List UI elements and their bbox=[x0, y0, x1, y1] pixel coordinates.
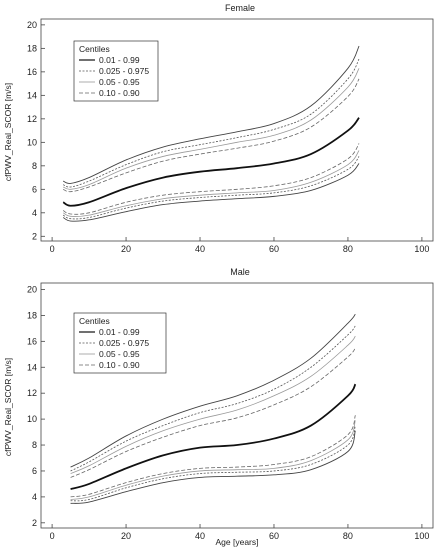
y-tick-label: 18 bbox=[27, 43, 37, 53]
legend-entry-label: 0.01 - 0.99 bbox=[99, 327, 140, 337]
y-axis-label: cfPWV_Real_SCOR [m/s] bbox=[3, 358, 13, 456]
centile-line-p05 bbox=[70, 420, 356, 500]
plot-frame bbox=[40, 282, 434, 529]
x-tick-label: 100 bbox=[414, 244, 429, 254]
centile-line-p05 bbox=[62, 150, 360, 217]
centile-lines bbox=[62, 45, 360, 222]
centile-line-median bbox=[70, 383, 357, 490]
legend-entry-label: 0.05 - 0.95 bbox=[99, 349, 140, 359]
x-tick-label: 0 bbox=[50, 244, 55, 254]
legend-box bbox=[73, 312, 167, 374]
centile-line-p975 bbox=[63, 58, 360, 188]
y-axis-ticks: 2 4 6 8 10 12 14 16 18 20 bbox=[27, 20, 45, 241]
y-tick-label: 8 bbox=[32, 161, 37, 171]
centile-line-p01 bbox=[62, 163, 360, 222]
centile-line-p99 bbox=[70, 313, 356, 468]
y-tick-label: 2 bbox=[32, 231, 37, 241]
y-tick-label: 20 bbox=[27, 20, 37, 30]
x-tick-label: 80 bbox=[343, 531, 353, 541]
y-tick-label: 16 bbox=[27, 336, 37, 346]
legend-title: Centiles bbox=[79, 316, 110, 326]
legend-entry-label: 0.05 - 0.95 bbox=[99, 77, 140, 87]
x-tick-label: 40 bbox=[195, 244, 205, 254]
centile-line-p90 bbox=[63, 78, 360, 193]
centile-line-p99 bbox=[62, 45, 360, 184]
x-tick-label: 0 bbox=[50, 531, 55, 541]
centile-line-median bbox=[62, 117, 360, 207]
centile-lines bbox=[70, 313, 357, 504]
x-axis-ticks: 0 20 40 60 80 100 bbox=[50, 524, 429, 541]
y-tick-label: 12 bbox=[27, 114, 37, 124]
y-tick-label: 10 bbox=[27, 137, 37, 147]
centile-line-p95 bbox=[70, 335, 356, 474]
y-tick-label: 2 bbox=[32, 518, 37, 528]
x-axis-label: Age [years] bbox=[216, 537, 259, 547]
legend-entry-label: 0.01 - 0.99 bbox=[99, 55, 140, 65]
legend-entry-label: 0.10 - 0.90 bbox=[99, 360, 140, 370]
y-tick-label: 4 bbox=[32, 208, 37, 218]
male-chart-panel: Male 2 4 6 8 10 12 14 16 18 20 0 20 40 60 80 100 cfPWV… bbox=[3, 267, 434, 547]
chart-title: Female bbox=[225, 3, 255, 13]
centile-line-p025 bbox=[70, 425, 356, 502]
x-axis-ticks: 0 20 40 60 80 100 bbox=[50, 237, 429, 254]
y-tick-label: 10 bbox=[27, 414, 37, 424]
plot-frame bbox=[40, 18, 434, 242]
x-tick-label: 20 bbox=[121, 531, 131, 541]
y-tick-label: 14 bbox=[27, 90, 37, 100]
centile-line-p025 bbox=[62, 156, 360, 220]
centile-line-p975 bbox=[70, 325, 356, 472]
chart-title: Male bbox=[230, 267, 250, 277]
y-axis-ticks: 2 4 6 8 10 12 14 16 18 20 bbox=[27, 284, 45, 528]
y-tick-label: 6 bbox=[32, 466, 37, 476]
y-axis-label: cfPWV_Real_SCOR [m/s] bbox=[3, 83, 13, 181]
y-tick-label: 14 bbox=[27, 362, 37, 372]
x-tick-label: 60 bbox=[269, 531, 279, 541]
legend-title: Centiles bbox=[79, 44, 110, 54]
y-tick-label: 4 bbox=[32, 492, 37, 502]
legend-entry-label: 0.025 - 0.975 bbox=[99, 66, 149, 76]
female-chart-panel: Female 2 4 6 8 10 12 14 16 18 20 0 20 40 60 80 100 cfP… bbox=[3, 3, 434, 254]
y-tick-label: 20 bbox=[27, 284, 37, 294]
centile-line-p95 bbox=[63, 68, 360, 190]
x-tick-label: 20 bbox=[121, 244, 131, 254]
y-tick-label: 6 bbox=[32, 184, 37, 194]
centile-line-p10 bbox=[70, 415, 356, 498]
centile-line-p10 bbox=[62, 143, 360, 215]
centile-line-p01 bbox=[70, 430, 356, 504]
x-tick-label: 80 bbox=[343, 244, 353, 254]
x-tick-label: 40 bbox=[195, 531, 205, 541]
legend-entry-label: 0.025 - 0.975 bbox=[99, 338, 149, 348]
x-tick-label: 60 bbox=[269, 244, 279, 254]
y-tick-label: 18 bbox=[27, 310, 37, 320]
y-tick-label: 8 bbox=[32, 440, 37, 450]
y-tick-label: 12 bbox=[27, 388, 37, 398]
legend-entry-label: 0.10 - 0.90 bbox=[99, 88, 140, 98]
y-tick-label: 16 bbox=[27, 67, 37, 77]
centile-line-p90 bbox=[70, 347, 356, 478]
x-tick-label: 100 bbox=[414, 531, 429, 541]
